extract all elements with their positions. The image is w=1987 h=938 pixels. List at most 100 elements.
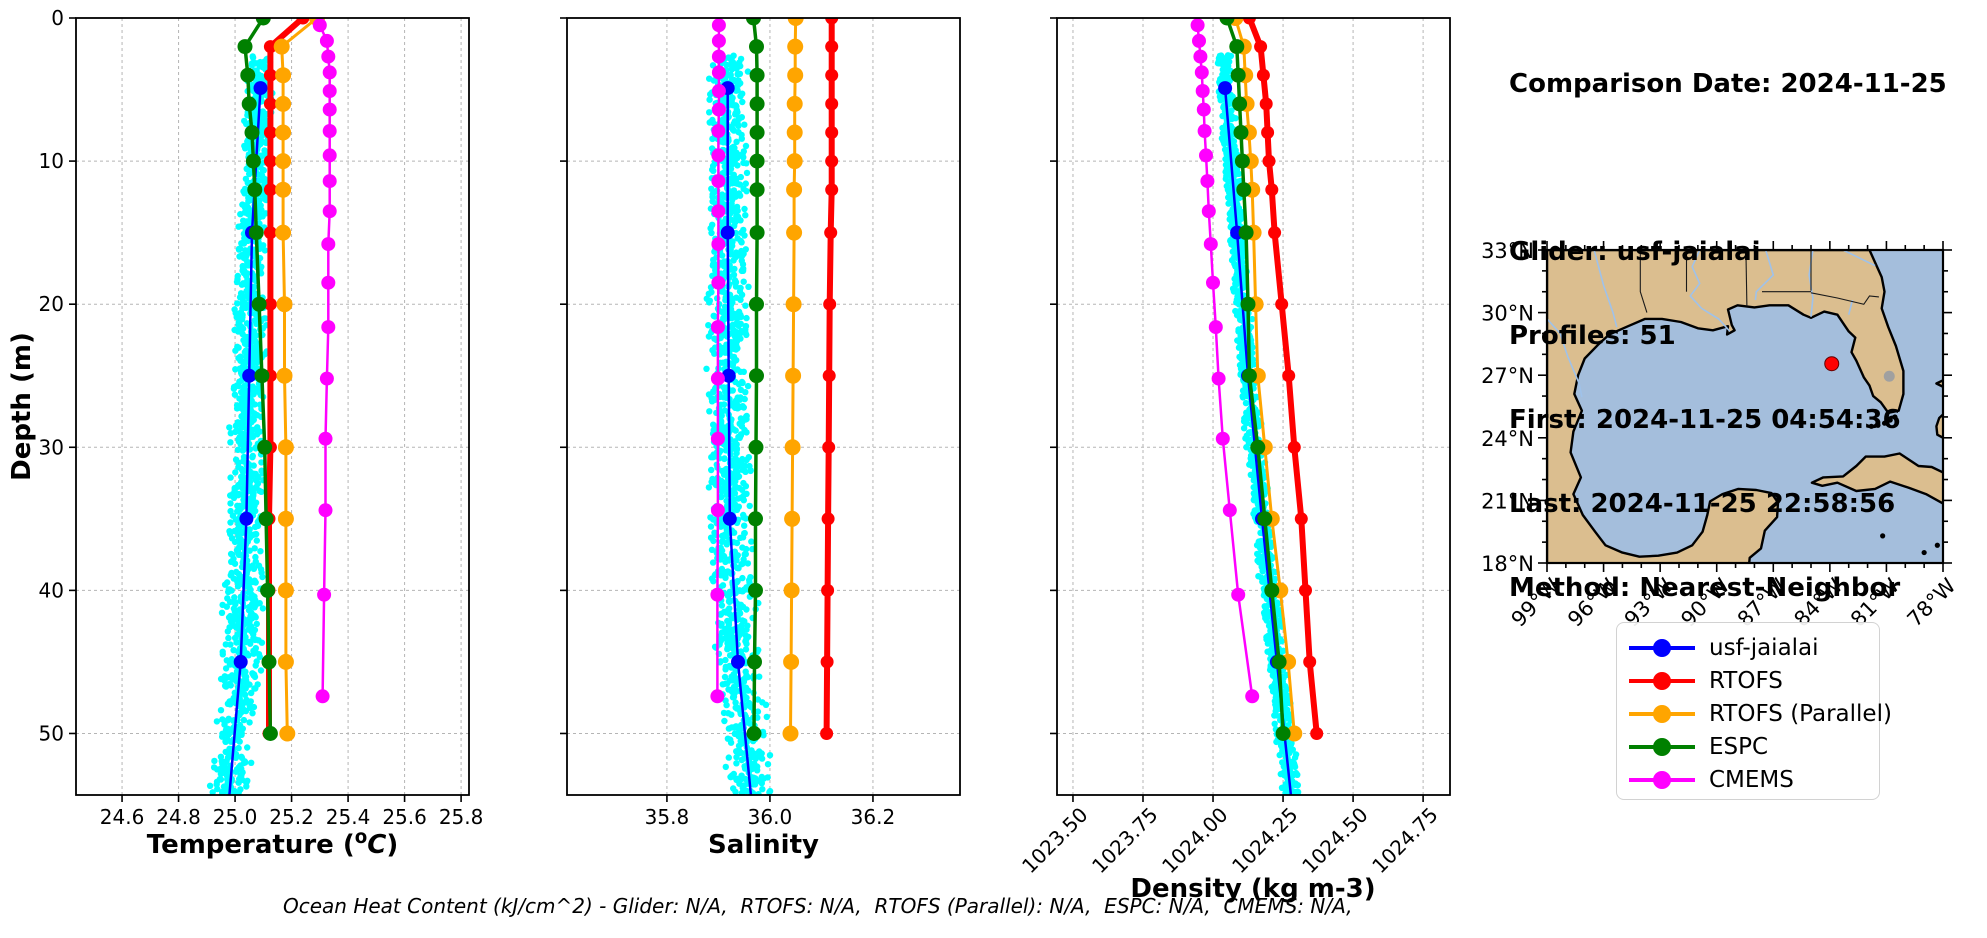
series-marker [746, 726, 762, 741]
series-marker [1200, 174, 1215, 189]
x-tick-label: 1024.75 [1367, 803, 1442, 878]
series-espc [1219, 18, 1291, 741]
y-tick-label: 30 [39, 435, 64, 459]
map-lat-label: 21°N [1481, 489, 1534, 513]
series-marker [322, 148, 337, 163]
y-axis-label: Depth (m) [7, 332, 37, 481]
map-drawing [1547, 250, 1943, 563]
x-tick-label: 1024.00 [1157, 803, 1232, 878]
y-tick-label: 50 [39, 721, 64, 745]
x-tick-label: 1024.25 [1227, 803, 1302, 878]
series-marker [1233, 125, 1249, 140]
data-layer-temperature [206, 18, 337, 795]
series-marker [1240, 296, 1256, 312]
series-marker [822, 440, 836, 454]
series-marker [711, 148, 726, 163]
series-espc [237, 18, 278, 741]
series-marker [255, 18, 271, 26]
series-marker [721, 368, 736, 383]
x-tick-label: 36.0 [748, 805, 793, 829]
series-marker [1230, 67, 1246, 83]
series-marker [277, 439, 294, 456]
info-spacer [1509, 154, 1947, 182]
map-river [1689, 250, 1731, 332]
series-marker [749, 225, 765, 241]
series-marker [825, 68, 839, 82]
series-marker [749, 296, 764, 312]
map-islet [1887, 417, 1893, 423]
x-axis-label: Density (kg m-3) [1130, 874, 1375, 904]
series-marker [263, 226, 277, 240]
series-marker [263, 68, 277, 82]
series-marker [711, 33, 726, 48]
series-marker [825, 154, 839, 168]
series-marker [1201, 204, 1216, 219]
series-marker [263, 126, 277, 139]
series-marker [711, 65, 726, 80]
glider-position-marker [1824, 356, 1840, 372]
series-marker [748, 511, 763, 527]
series-marker [749, 67, 765, 83]
series-marker [749, 39, 764, 55]
plot-temperature: 24.6 24.8 25.0 25.2 25.4 25.6 25.8 0 10 20 30 40 50 T… [7, 6, 483, 860]
lake-okeechobee [1883, 370, 1895, 382]
series-marker [322, 84, 337, 98]
series-marker [822, 369, 836, 383]
series-marker [1218, 81, 1233, 96]
series-marker [1196, 102, 1211, 117]
series-marker [1199, 148, 1213, 163]
series-usf-jaialai [720, 81, 753, 795]
series-marker [1268, 226, 1282, 240]
series-cmems [1190, 18, 1260, 704]
series-marker [1310, 727, 1324, 740]
x-tick-label: 25.8 [439, 805, 484, 829]
legend-label: RTOFS [1709, 667, 1783, 694]
map-river [1847, 299, 1854, 315]
x-tick-label: 25.0 [213, 805, 258, 829]
series-marker [275, 124, 292, 141]
series-marker [821, 512, 835, 526]
data-layer-density [1190, 18, 1324, 795]
last-profile-time-text: Last: 2024-11-25 22:58:56 [1509, 489, 1896, 519]
map-islet [1880, 533, 1886, 539]
series-marker [1236, 182, 1252, 198]
series-marker [260, 582, 276, 598]
series-marker [319, 371, 334, 386]
series-marker [312, 18, 327, 33]
series-marker [263, 97, 277, 111]
series-marker [233, 654, 248, 669]
series-marker [710, 503, 725, 518]
series-marker [279, 725, 296, 742]
series-marker [1231, 587, 1246, 602]
series-marker [1232, 96, 1248, 112]
series-marker [241, 96, 257, 112]
series-marker [787, 67, 804, 84]
series-marker [254, 368, 270, 384]
x-tick-label: 24.6 [100, 805, 145, 829]
series-marker [1241, 368, 1257, 384]
axes-frame [1056, 17, 1451, 796]
series-marker [315, 689, 330, 704]
series-marker [710, 320, 725, 335]
method-text: Method: Nearest-Neighbor [1509, 573, 1901, 603]
series-marker [1303, 655, 1317, 669]
series-marker [1242, 18, 1256, 25]
series-marker [1250, 439, 1266, 455]
glider-scatter-cloud [206, 53, 276, 795]
axes-frame [566, 17, 961, 796]
series-marker [1203, 237, 1218, 252]
series-marker [820, 655, 834, 669]
x-tick-label: 1023.75 [1087, 803, 1162, 878]
series-marker [1195, 84, 1210, 98]
series-marker [711, 84, 726, 98]
series-marker [1254, 40, 1268, 54]
series-marker [1219, 18, 1235, 26]
series-marker [783, 582, 800, 599]
y-tick-label: 20 [39, 292, 64, 316]
series-marker [786, 124, 803, 141]
map-land-mainland [1547, 250, 1905, 563]
x-tick-label: 25.4 [326, 805, 371, 829]
series-marker [710, 371, 725, 386]
series-marker [749, 182, 765, 198]
